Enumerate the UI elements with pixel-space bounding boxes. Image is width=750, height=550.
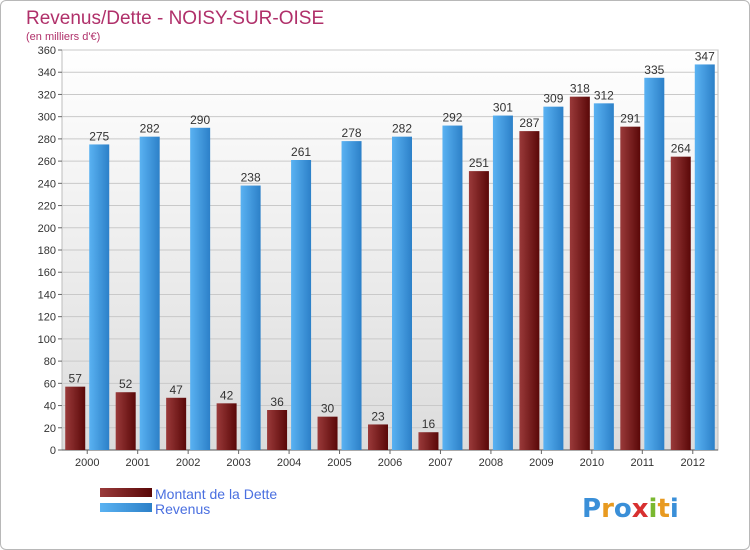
value-labels: 57 275 52 282 47 290 42 238 36 261 30 278 23 282 16 292…: [69, 49, 716, 431]
y-tick-label: 340: [38, 67, 56, 79]
value-label: 318: [570, 82, 590, 96]
value-label: 30: [321, 402, 335, 416]
y-tick-label: 60: [44, 378, 56, 390]
value-label: 278: [342, 126, 362, 140]
value-label: 282: [140, 122, 160, 136]
legend: Montant de la Dette Revenus: [100, 486, 277, 517]
value-label: 291: [620, 112, 640, 126]
value-label: 251: [469, 156, 489, 170]
bar-revenus: [492, 115, 513, 451]
value-label: 52: [119, 377, 133, 391]
y-tick-label: 320: [38, 89, 56, 101]
bar-revenus: [392, 136, 412, 450]
svg-text:Proxiti: Proxiti: [582, 494, 679, 524]
value-label: 309: [543, 92, 563, 106]
bar-revenus: [644, 77, 665, 451]
chart-subtitle: (en milliers d'€): [26, 31, 100, 43]
x-tick-label: 2005: [327, 457, 351, 469]
value-label: 347: [695, 49, 715, 63]
value-label: 335: [644, 63, 664, 77]
bar-revenus: [593, 103, 614, 450]
x-axis: 2000 2001 2002 2003 2004 2005 2006 2007 2008 2009…: [75, 450, 705, 469]
y-tick-label: 300: [38, 112, 56, 124]
value-label: 42: [220, 388, 234, 402]
value-label: 57: [69, 372, 83, 386]
y-tick-label: 240: [38, 178, 56, 190]
x-tick-label: 2007: [428, 457, 452, 469]
bar-revenus: [291, 160, 312, 450]
x-tick-label: 2003: [226, 457, 250, 469]
bar-debt: [368, 424, 388, 450]
bars-group: [65, 64, 715, 451]
bar-debt: [166, 397, 187, 450]
bar-debt: [216, 403, 237, 450]
bar-revenus: [694, 64, 715, 450]
value-label: 275: [89, 129, 109, 143]
x-tick-label: 2006: [378, 457, 402, 469]
bar-revenus: [543, 106, 564, 451]
value-label: 238: [241, 171, 261, 185]
y-tick-label: 0: [50, 445, 56, 457]
bar-debt: [317, 416, 338, 450]
value-label: 36: [270, 395, 284, 409]
value-label: 290: [190, 113, 210, 127]
bar-debt: [519, 131, 540, 450]
legend-swatch-debt: [100, 488, 152, 497]
bar-debt: [670, 156, 691, 450]
value-label: 292: [442, 111, 462, 125]
chart-title: Revenus/Dette - NOISY-SUR-OISE: [26, 8, 324, 29]
x-tick-label: 2011: [630, 457, 654, 469]
proxiti-logo: Proxiti: [582, 494, 679, 524]
bar-debt: [267, 410, 288, 450]
bar-revenus: [442, 125, 463, 451]
y-tick-label: 140: [38, 289, 56, 301]
value-label: 16: [422, 417, 436, 431]
value-label: 301: [493, 101, 513, 115]
y-tick-label: 20: [44, 423, 56, 435]
bar-revenus: [139, 136, 160, 450]
y-tick-label: 80: [44, 356, 56, 368]
value-label: 47: [169, 383, 183, 397]
value-label: 282: [392, 122, 412, 136]
x-tick-label: 2001: [125, 457, 149, 469]
x-tick-label: 2002: [176, 457, 200, 469]
bar-debt: [65, 386, 86, 450]
legend-label-debt: Montant de la Dette: [155, 486, 277, 502]
bar-debt: [115, 392, 136, 450]
y-tick-label: 160: [38, 267, 56, 279]
y-tick-label: 220: [38, 201, 56, 213]
value-label: 23: [371, 409, 385, 423]
bar-revenus: [341, 141, 362, 450]
bar-debt: [620, 126, 641, 451]
x-tick-label: 2010: [580, 457, 604, 469]
y-tick-label: 40: [44, 401, 56, 413]
y-tick-label: 280: [38, 134, 56, 146]
y-tick-label: 100: [38, 334, 56, 346]
y-tick-label: 200: [38, 223, 56, 235]
x-tick-label: 2009: [529, 457, 553, 469]
bar-revenus: [89, 144, 110, 450]
x-tick-label: 2012: [681, 457, 705, 469]
bar-revenus: [190, 127, 211, 451]
y-tick-label: 360: [38, 45, 56, 57]
value-label: 264: [671, 142, 691, 156]
bar-debt: [468, 171, 489, 450]
bar-debt: [569, 96, 590, 451]
legend-label-revenus: Revenus: [155, 501, 210, 517]
y-tick-label: 260: [38, 156, 56, 168]
x-tick-label: 2004: [277, 457, 301, 469]
bar-debt: [418, 432, 439, 450]
y-tick-label: 120: [38, 312, 56, 324]
value-label: 261: [291, 145, 311, 159]
value-label: 287: [519, 116, 539, 130]
legend-swatch-revenus: [100, 503, 152, 512]
x-tick-label: 2008: [479, 457, 503, 469]
bar-revenus: [240, 185, 261, 451]
y-tick-label: 180: [38, 245, 56, 257]
x-tick-label: 2000: [75, 457, 99, 469]
value-label: 312: [594, 88, 614, 102]
